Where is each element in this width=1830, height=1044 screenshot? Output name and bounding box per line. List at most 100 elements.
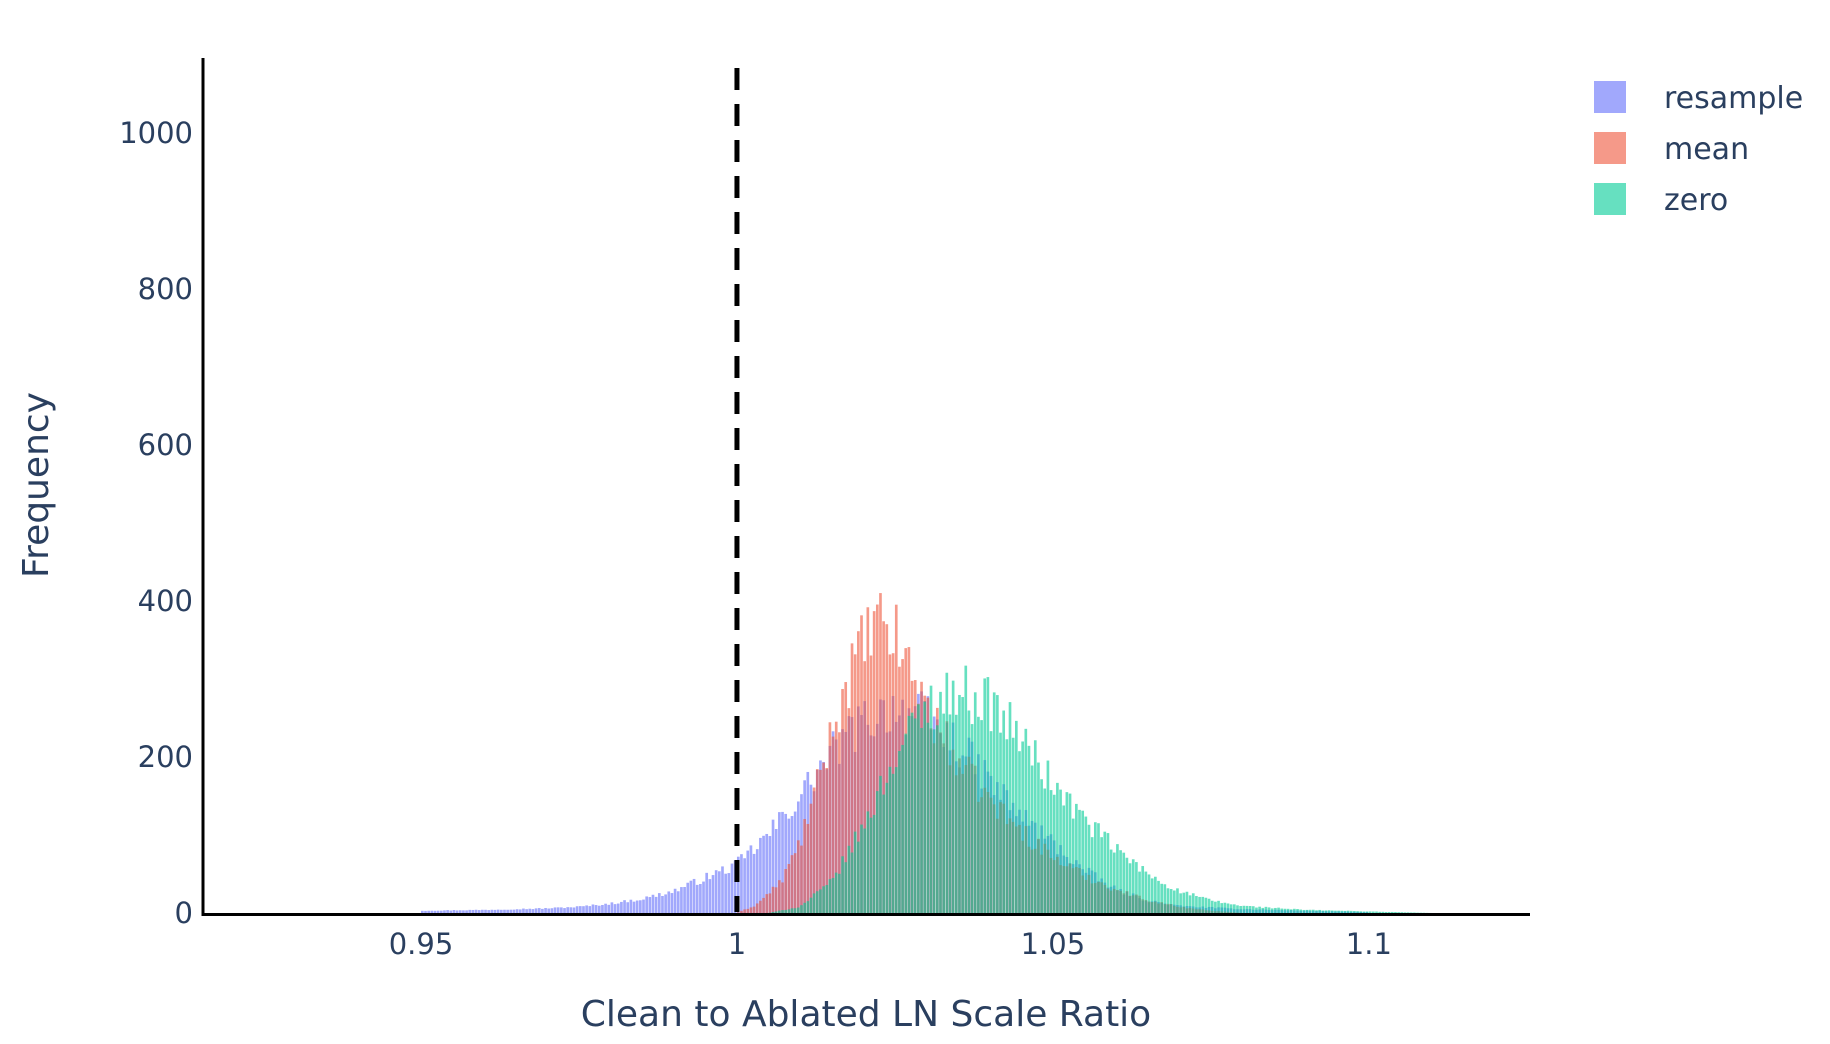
bar-zero [866, 811, 870, 913]
bar-mean [790, 855, 794, 913]
bar-zero [847, 845, 851, 913]
bar-zero [901, 744, 904, 913]
legend-swatch-resample [1594, 81, 1626, 113]
bar-resample [759, 837, 762, 913]
bar-resample [667, 891, 671, 913]
bar-resample [781, 811, 784, 913]
bar-zero [942, 713, 945, 913]
bar-resample [626, 902, 630, 913]
bar-zero [1280, 908, 1284, 913]
legend: resample mean zero [1594, 81, 1803, 218]
bar-mean [834, 721, 838, 913]
bar-zero [1078, 809, 1081, 913]
bar-mean [768, 893, 772, 913]
bar-zero [1220, 903, 1224, 913]
bar-mean [800, 845, 803, 913]
bar-resample [746, 850, 750, 913]
bar-zero [1179, 893, 1182, 913]
bar-zero [1147, 874, 1151, 913]
bar-resample [484, 909, 487, 913]
bar-zero [967, 710, 971, 913]
bar-zero [1321, 910, 1325, 913]
bar-resample [680, 887, 683, 913]
bar-mean [828, 722, 832, 913]
bar-zero [841, 856, 844, 913]
bar-zero [1043, 788, 1047, 913]
bar-zero [1166, 888, 1170, 913]
bar-zero [1251, 906, 1255, 913]
bar-zero [1390, 911, 1394, 913]
bar-resample [695, 884, 699, 913]
bar-resample [547, 908, 551, 913]
bar-mean [806, 823, 810, 913]
bar-zero [879, 775, 882, 913]
bar-zero [1365, 911, 1369, 913]
legend-label-resample: resample [1664, 81, 1803, 116]
bar-mean [740, 910, 743, 913]
bar-resample [493, 909, 497, 913]
bar-resample [528, 908, 532, 913]
bar-zero [831, 877, 835, 913]
bar-resample [439, 910, 443, 913]
bar-resample [765, 833, 769, 913]
bar-mean [752, 906, 756, 913]
y-axis-title: Frequency [16, 392, 57, 578]
bar-mean [809, 803, 813, 913]
bar-zero [828, 879, 832, 913]
bar-zero [1198, 896, 1201, 913]
bar-mean [746, 908, 750, 913]
bar-zero [1207, 898, 1211, 913]
bar-zero [1248, 906, 1252, 913]
bar-resample [623, 900, 626, 913]
bar-zero [1267, 907, 1271, 913]
bar-zero [1049, 790, 1053, 913]
bar-resample [468, 909, 472, 913]
bar-zero [1236, 905, 1239, 913]
bar-resample [541, 908, 544, 913]
bar-zero [1289, 909, 1293, 913]
bar-zero [1027, 745, 1031, 913]
y-tick-label: 600 [138, 428, 193, 462]
bar-zero [1302, 909, 1306, 913]
bar-zero [1359, 911, 1363, 913]
bar-zero [1030, 765, 1034, 913]
bar-mean [850, 643, 854, 913]
bar-zero [1397, 912, 1400, 913]
bar-resample [639, 900, 642, 913]
bar-resample [582, 906, 585, 913]
bar-zero [1144, 871, 1148, 913]
bar-mean [759, 900, 762, 913]
bar-resample [481, 909, 484, 913]
bar-zero [1324, 910, 1328, 913]
bar-zero [917, 704, 920, 913]
bar-zero [1400, 912, 1404, 913]
bar-zero [1318, 909, 1321, 913]
bar-zero [1097, 823, 1100, 913]
bar-zero [1286, 908, 1290, 913]
bar-resample [518, 909, 522, 913]
bar-zero [1311, 909, 1315, 913]
bar-zero [1138, 871, 1141, 913]
bar-zero [834, 872, 838, 913]
bar-resample [585, 905, 588, 913]
bar-resample [436, 910, 440, 913]
bar-zero [1169, 889, 1173, 913]
bar-zero [1087, 824, 1091, 913]
bar-resample [500, 909, 503, 913]
bar-zero [1109, 849, 1113, 913]
bar-zero [1188, 895, 1192, 913]
bar-resample [736, 856, 740, 913]
y-tick-label: 200 [138, 740, 193, 774]
bar-resample [733, 860, 737, 913]
bar-zero [1125, 857, 1129, 913]
bar-zero [1122, 852, 1126, 913]
bar-zero [970, 724, 974, 913]
bar-mean [882, 621, 885, 913]
bar-zero [850, 852, 854, 913]
bar-zero [796, 907, 800, 913]
bar-mean [847, 708, 851, 913]
bar-zero [1128, 863, 1132, 913]
bar-zero [1362, 911, 1366, 913]
bar-zero [1372, 911, 1375, 913]
bar-resample [601, 905, 604, 913]
